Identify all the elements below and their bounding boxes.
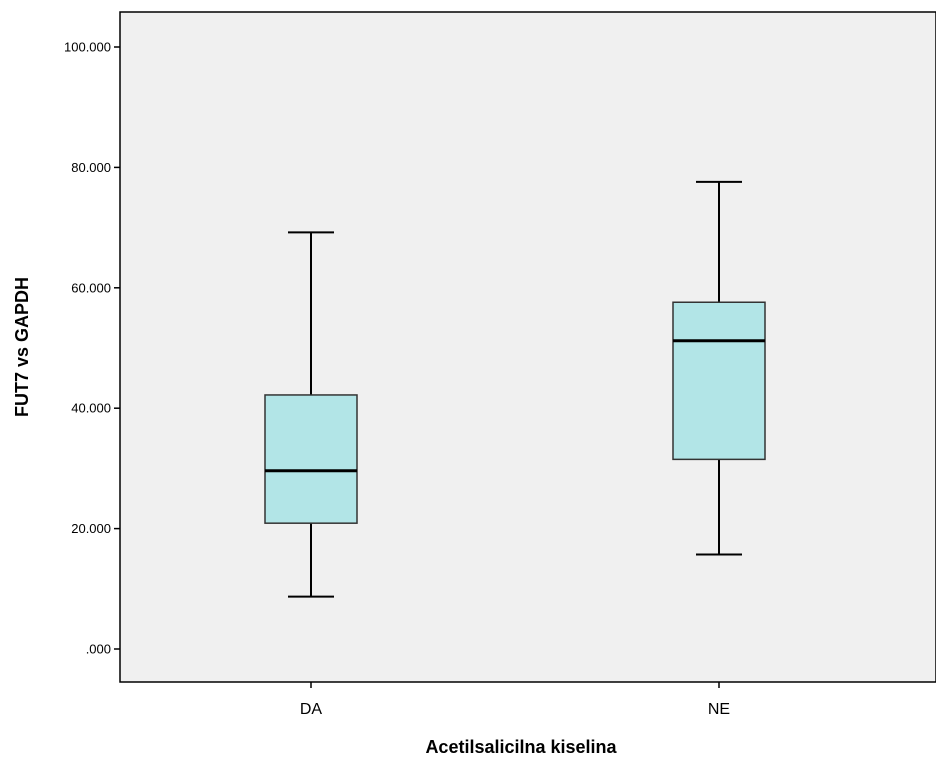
box-series [264, 180, 766, 598]
y-tick-label: 100.000 [64, 40, 111, 55]
y-axis-title: FUT7 vs GAPDH [12, 277, 32, 417]
y-axis: .000 20.000 40.000 60.000 80.000 100.000 [64, 40, 120, 657]
x-axis: DA NE [300, 682, 730, 718]
y-tick-label: 60.000 [71, 280, 111, 295]
y-tick-label: 20.000 [71, 521, 111, 536]
box-ne [672, 180, 766, 556]
iqr-box [264, 394, 358, 524]
y-tick-label: .000 [86, 642, 111, 657]
box-da [264, 231, 358, 598]
y-tick-label: 80.000 [71, 160, 111, 175]
x-tick-label: NE [708, 701, 730, 718]
y-tick-label: 40.000 [71, 401, 111, 416]
x-axis-title: Acetilsalicilna kiselina [425, 737, 617, 757]
x-tick-label: DA [300, 701, 323, 718]
iqr-box [672, 301, 766, 461]
plot-area [119, 11, 936, 683]
